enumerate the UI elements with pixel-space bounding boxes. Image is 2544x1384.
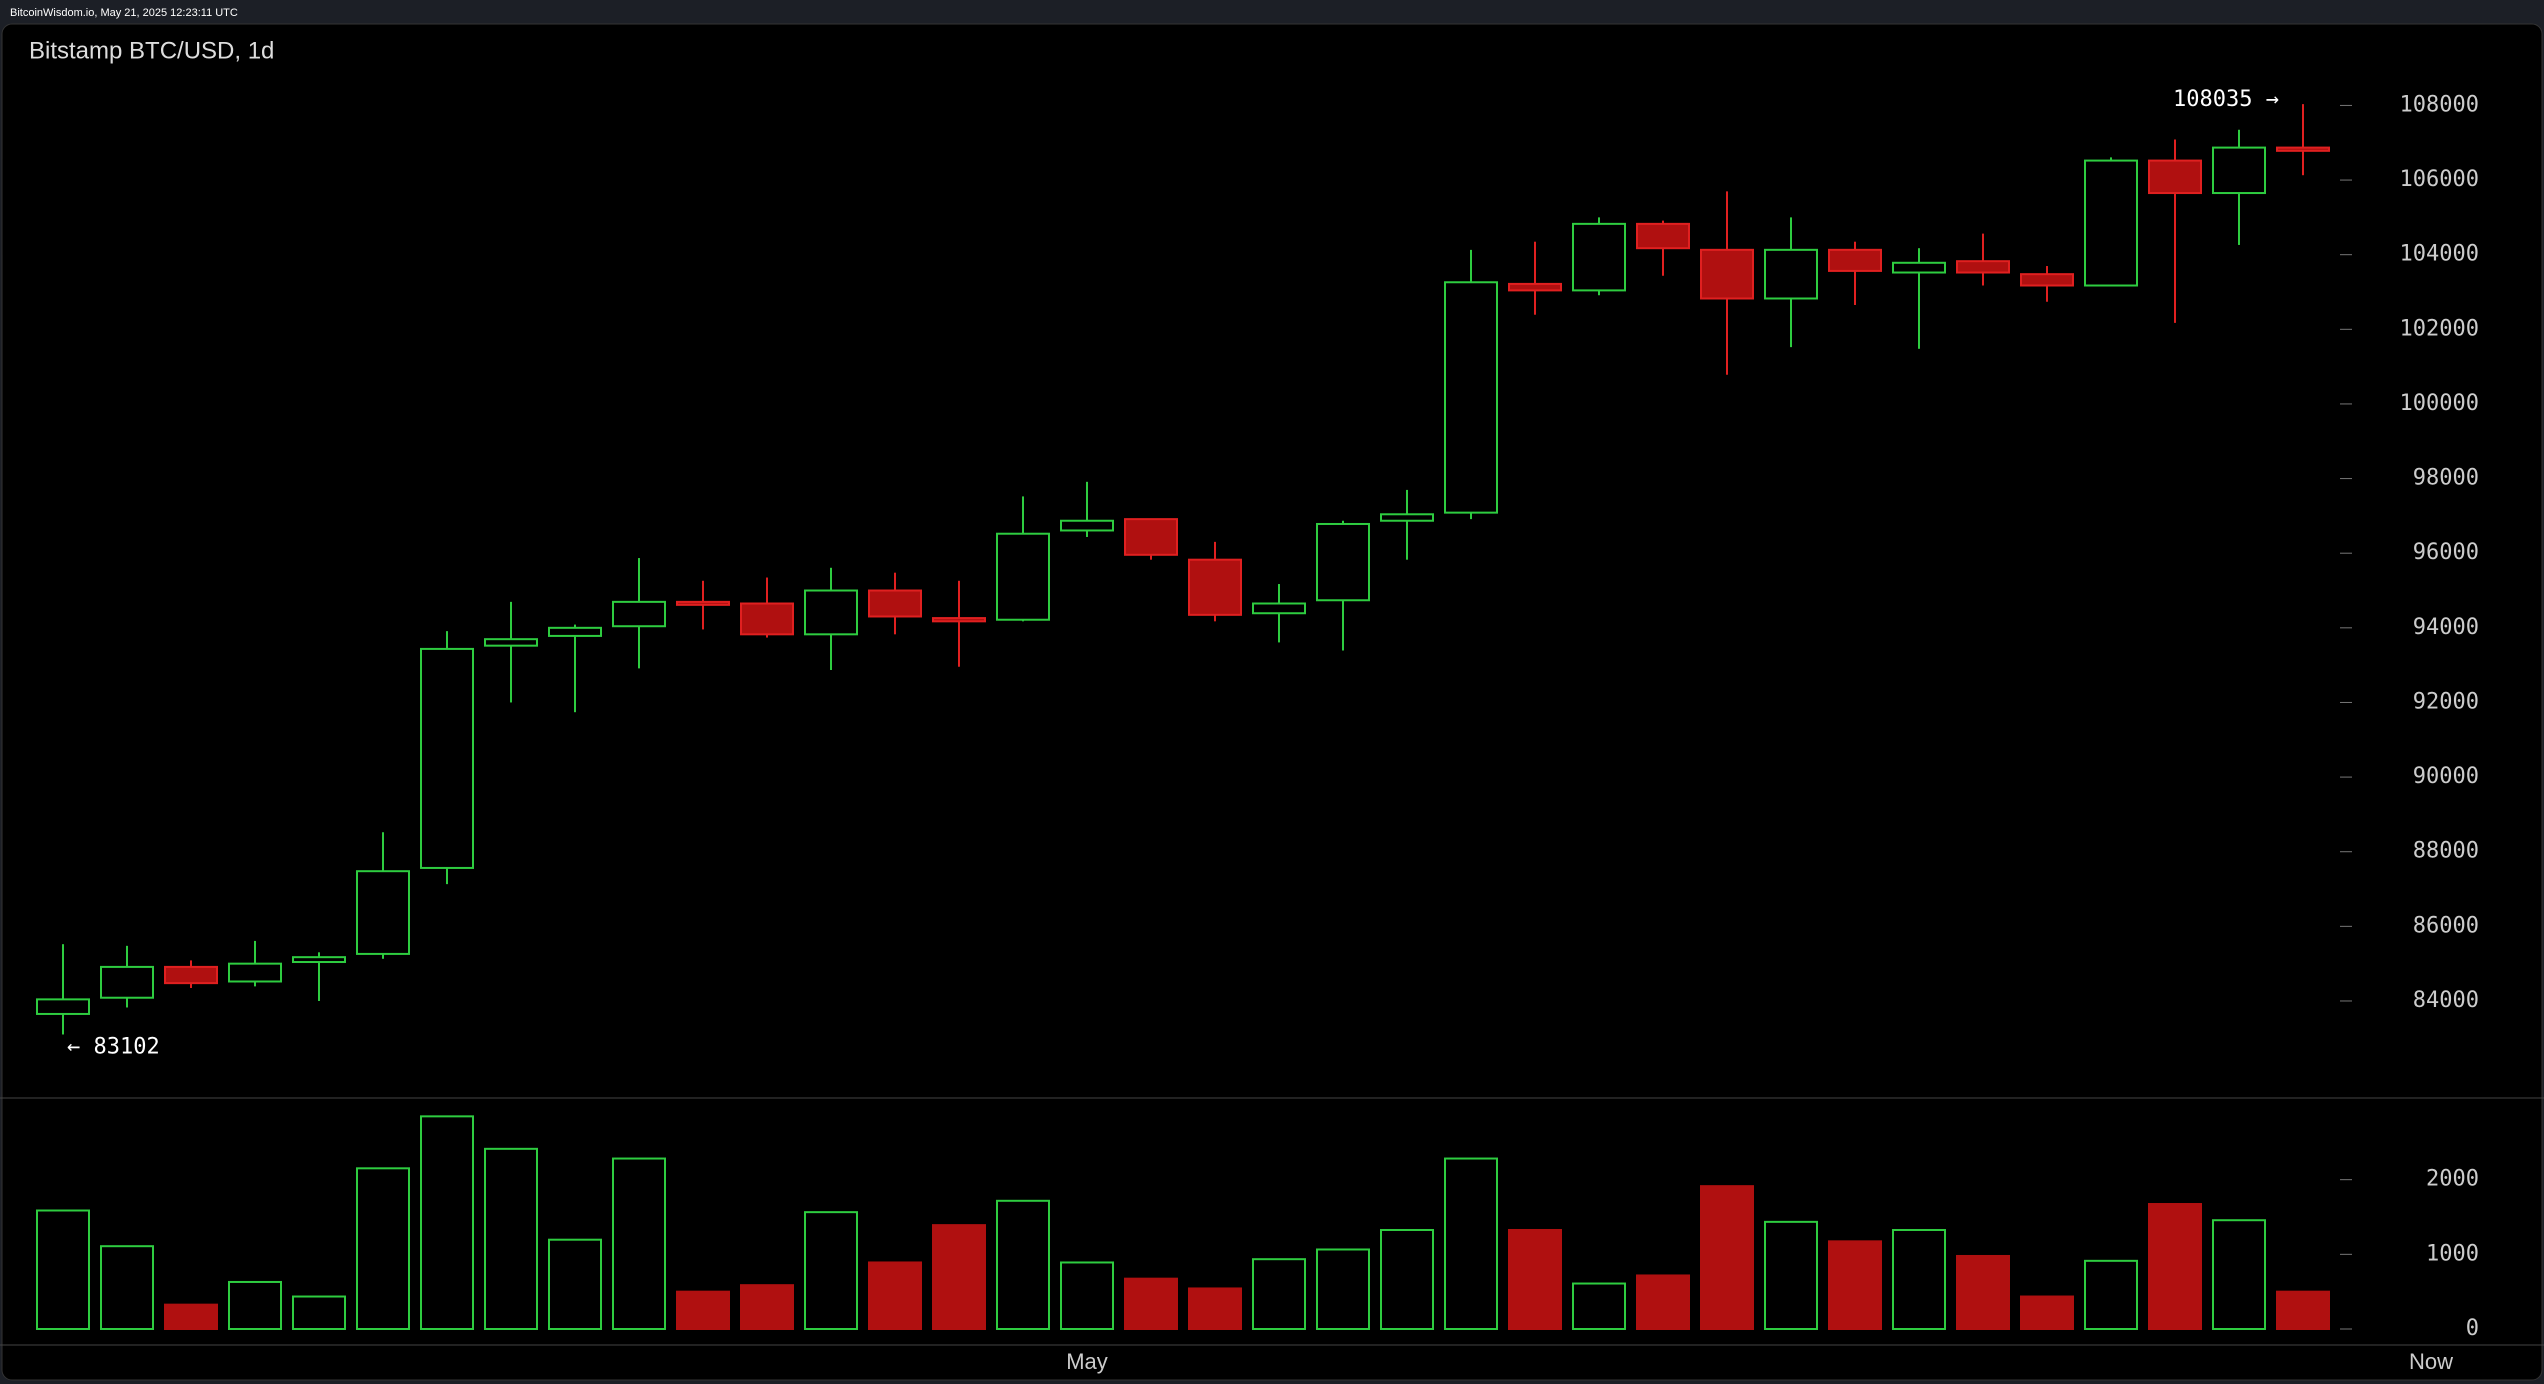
candle-body <box>932 617 986 623</box>
source: BitcoinWisdom.io, May 21, 2025 12:23:11 … <box>10 7 238 19</box>
volume-bar <box>740 1284 794 1330</box>
candle-body <box>1508 282 1562 292</box>
y-tick-label: 94000 <box>2413 615 2479 640</box>
candle-body <box>2148 159 2202 195</box>
candle-body <box>1188 558 1242 616</box>
volume-bar <box>804 1211 858 1330</box>
volume-bar <box>676 1290 730 1330</box>
volume-bar <box>100 1245 154 1331</box>
volume-bar <box>1188 1287 1242 1331</box>
volume-bar <box>356 1167 410 1331</box>
candle-body <box>1380 513 1434 522</box>
volume-bar <box>1060 1261 1114 1331</box>
y-tick-label: 102000 <box>2400 316 2479 341</box>
volume-bar <box>1380 1228 1434 1330</box>
y-tick-label: 106000 <box>2400 167 2479 192</box>
volume-bar <box>36 1209 90 1331</box>
candle-body <box>548 626 602 637</box>
y-tick-label: 84000 <box>2413 988 2479 1013</box>
candle-body <box>1316 522 1370 602</box>
candle-body <box>2276 146 2330 152</box>
candle-body <box>356 870 410 955</box>
volume-bar <box>164 1303 218 1331</box>
volume-bar <box>1764 1220 1818 1331</box>
low-annotation: ← 83102 <box>67 1034 160 1059</box>
candle-body <box>228 962 282 983</box>
candle-body <box>1060 519 1114 532</box>
volume-tick-label: 0 <box>2466 1316 2479 1341</box>
y-tick-label: 88000 <box>2413 839 2479 864</box>
candle-body <box>2084 159 2138 287</box>
candle-body <box>612 600 666 628</box>
volume-bar <box>292 1295 346 1331</box>
volume-bar <box>420 1115 474 1331</box>
volume-bar <box>1892 1228 1946 1330</box>
y-tick-label: 98000 <box>2413 466 2479 491</box>
volume-bar <box>1316 1248 1370 1330</box>
candle-body <box>740 602 794 636</box>
candle-body <box>2020 273 2074 287</box>
volume-bar <box>1124 1277 1178 1331</box>
candle-body <box>292 956 346 964</box>
chart-title: Bitstamp BTC/USD, 1d <box>29 37 274 64</box>
volume-bar <box>484 1147 538 1331</box>
candle-body <box>1700 248 1754 300</box>
candle-body <box>1444 281 1498 514</box>
candle-body <box>1956 260 2010 274</box>
candle-body <box>1892 261 1946 274</box>
candle-body <box>1764 248 1818 300</box>
volume-bar <box>2276 1290 2330 1330</box>
candle-body <box>1252 602 1306 615</box>
volume-tick-label: 1000 <box>2426 1241 2479 1266</box>
volume-bar <box>2148 1203 2202 1331</box>
y-tick-label: 108000 <box>2400 92 2479 117</box>
candle-body <box>676 600 730 606</box>
volume-bar <box>548 1238 602 1330</box>
candle-body <box>1828 248 1882 272</box>
candle-body <box>1572 222 1626 292</box>
candle-body <box>996 532 1050 621</box>
candle-body <box>2212 146 2266 195</box>
volume-tick-label: 2000 <box>2426 1167 2479 1192</box>
y-tick-label: 100000 <box>2400 391 2479 416</box>
candle-body <box>804 589 858 636</box>
candle-body <box>164 965 218 985</box>
volume-bar <box>612 1157 666 1331</box>
candle-body <box>1636 222 1690 250</box>
volume-bar <box>2212 1219 2266 1331</box>
volume-bar <box>996 1199 1050 1331</box>
high-annotation: 108035 → <box>2173 87 2279 112</box>
x-tick-label: May <box>1066 1349 1108 1374</box>
volume-bar <box>2084 1259 2138 1331</box>
panel <box>1 23 2543 1381</box>
volume-bar <box>1636 1274 1690 1330</box>
volume-bar <box>1700 1185 1754 1331</box>
volume-bar <box>1252 1258 1306 1330</box>
candle-body <box>868 589 922 618</box>
candle-body <box>1124 518 1178 556</box>
volume-bar <box>228 1280 282 1330</box>
volume-bar <box>1828 1240 1882 1330</box>
y-tick-label: 92000 <box>2413 689 2479 714</box>
y-tick-label: 90000 <box>2413 764 2479 789</box>
candle-body <box>420 647 474 869</box>
volume-bar <box>932 1224 986 1331</box>
volume-bar <box>868 1261 922 1331</box>
volume-bar <box>2020 1295 2074 1331</box>
y-tick-label: 96000 <box>2413 540 2479 565</box>
y-tick-label: 86000 <box>2413 913 2479 938</box>
x-tick-label: Now <box>2409 1349 2453 1374</box>
volume-bar <box>1508 1228 1562 1330</box>
volume-bar <box>1444 1157 1498 1331</box>
volume-bar <box>1956 1254 2010 1330</box>
y-tick-label: 104000 <box>2400 242 2479 267</box>
candle-body <box>484 638 538 647</box>
volume-bar <box>1572 1282 1626 1330</box>
candle-body <box>100 965 154 999</box>
candle-body <box>36 998 90 1015</box>
